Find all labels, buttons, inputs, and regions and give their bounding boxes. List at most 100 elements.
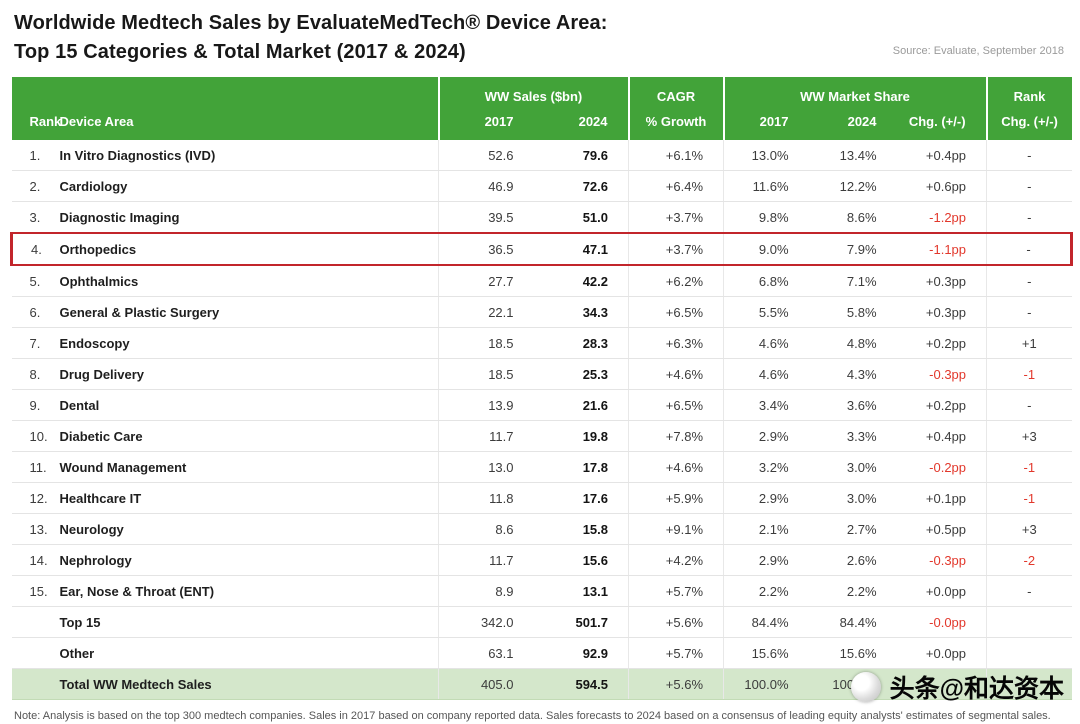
rank-cell	[11, 668, 60, 700]
market-share-2017-cell: 11.6%	[723, 170, 809, 202]
share-change-cell: -0.0pp	[896, 606, 987, 638]
market-share-2017-cell: 100.0%	[723, 668, 809, 700]
rank-change-cell: +1	[986, 327, 1072, 359]
device-row: 14. Nephrology 11.7 15.6 +4.2% 2.9% 2.6% -0.3pp…	[11, 544, 1072, 576]
ww-sales-2024-cell: 51.0	[533, 201, 629, 234]
market-share-2024-cell: 3.0%	[808, 482, 897, 514]
share-change-cell: +0.2pp	[896, 389, 987, 421]
cagr-cell: +5.7%	[628, 637, 724, 669]
rank-cell: 11.	[11, 451, 60, 483]
rank-change-cell	[986, 668, 1072, 700]
device-row: 10. Diabetic Care 11.7 19.8 +7.8% 2.9% 3.3% +0.…	[11, 420, 1072, 452]
device-row: 6. General & Plastic Surgery 22.1 34.3 +6.5%…	[11, 296, 1072, 328]
rank-cell: 10.	[11, 420, 60, 452]
col-header-share-chg: Chg. (+/-)	[896, 106, 987, 140]
ww-sales-2024-cell: 28.3	[533, 327, 629, 359]
market-share-2024-cell: 12.2%	[808, 170, 897, 202]
col-header-sales-2024: 2024	[533, 106, 629, 140]
market-share-2024-cell: 13.4%	[808, 140, 897, 171]
col-header-sales-2017: 2017	[437, 106, 534, 140]
ww-sales-2017-cell: 22.1	[438, 296, 534, 328]
rank-change-cell: -	[986, 296, 1072, 328]
ww-sales-2024-cell: 501.7	[533, 606, 629, 638]
market-share-2017-cell: 4.6%	[723, 358, 809, 390]
ww-sales-2017-cell: 11.8	[438, 482, 534, 514]
market-share-2017-cell: 15.6%	[723, 637, 809, 669]
summary-row: Total WW Medtech Sales 405.0 594.5 +5.6% 100…	[11, 668, 1072, 700]
ww-sales-2024-cell: 25.3	[533, 358, 629, 390]
market-share-2017-cell: 3.2%	[723, 451, 809, 483]
ww-sales-2024-cell: 21.6	[533, 389, 629, 421]
device-row: 4. Orthopedics 36.5 47.1 +3.7% 9.0% 7.9% -1.1pp…	[10, 232, 1074, 266]
ww-sales-2024-cell: 15.8	[533, 513, 629, 545]
rank-change-cell: -1	[986, 451, 1072, 483]
market-share-2017-cell: 2.2%	[723, 575, 809, 607]
cagr-cell: +5.6%	[628, 668, 724, 700]
col-header-rank: Rank	[11, 106, 61, 140]
device-area-cell: Top 15	[59, 606, 439, 638]
watermark: 头条@和达资本	[850, 669, 1064, 705]
rank-change-cell: -1	[986, 482, 1072, 514]
share-change-cell: +0.0pp	[896, 637, 987, 669]
market-share-2024-cell: 7.9%	[808, 232, 897, 266]
rank-change-cell: -	[986, 170, 1072, 202]
market-share-2017-cell: 2.9%	[723, 420, 809, 452]
share-change-cell: +0.3pp	[896, 265, 987, 297]
rank-change-cell: -	[986, 201, 1072, 234]
market-share-2024-cell: 15.6%	[808, 637, 897, 669]
rank-cell: 12.	[11, 482, 60, 514]
device-row: 5. Ophthalmics 27.7 42.2 +6.2% 6.8% 7.1% +0.3pp…	[11, 265, 1072, 297]
title-block: Worldwide Medtech Sales by EvaluateMedTe…	[0, 0, 1080, 67]
device-area-cell: Healthcare IT	[59, 482, 439, 514]
share-change-cell: +0.6pp	[896, 170, 987, 202]
device-area-cell: Neurology	[59, 513, 439, 545]
share-change-cell: -1.2pp	[896, 201, 987, 234]
market-share-2024-cell: 3.0%	[808, 451, 897, 483]
device-area-cell: Nephrology	[59, 544, 439, 576]
header-column-row: Rank Device Area 2017 2024 % Growth 2017…	[11, 106, 1072, 140]
device-row: 11. Wound Management 13.0 17.8 +4.6% 3.2% 3.0%…	[11, 451, 1072, 483]
cagr-cell: +5.6%	[628, 606, 724, 638]
market-share-2017-cell: 4.6%	[723, 327, 809, 359]
ww-sales-2017-cell: 8.6	[438, 513, 534, 545]
ww-sales-2017-cell: 46.9	[438, 170, 534, 202]
ww-sales-2024-cell: 92.9	[533, 637, 629, 669]
rank-cell	[11, 637, 60, 669]
col-header-share-2017: 2017	[722, 106, 809, 140]
toutiao-logo-icon	[850, 672, 881, 702]
rank-change-cell: -1	[986, 358, 1072, 390]
market-share-2024-cell: 8.6%	[808, 201, 897, 234]
ww-sales-2024-cell: 79.6	[533, 140, 629, 171]
rank-cell: 5.	[11, 265, 60, 297]
col-header-rank-chg: Chg. (+/-)	[985, 106, 1072, 140]
rank-change-cell: -	[986, 389, 1072, 421]
device-row: 7. Endoscopy 18.5 28.3 +6.3% 4.6% 4.8% +0.2pp +1	[11, 327, 1072, 359]
ww-sales-2024-cell: 42.2	[533, 265, 629, 297]
footnote: Note: Analysis is based on the top 300 m…	[14, 710, 1051, 722]
watermark-text: 头条@和达资本	[889, 675, 1064, 703]
device-area-cell: In Vitro Diagnostics (IVD)	[59, 140, 439, 171]
market-share-2024-cell: 2.7%	[808, 513, 897, 545]
col-header-device-area: Device Area	[59, 106, 439, 140]
share-change-cell: +0.4pp	[896, 140, 987, 171]
table-body: 1. In Vitro Diagnostics (IVD) 52.6 79.6 +6.1…	[10, 140, 1074, 700]
ww-sales-2024-cell: 594.5	[533, 668, 629, 700]
summary-row: Other 63.1 92.9 +5.7% 15.6% 15.6% +0.0pp	[11, 637, 1072, 669]
rank-change-cell: -2	[986, 544, 1072, 576]
ww-sales-2017-cell: 52.6	[438, 140, 534, 171]
device-row: 12. Healthcare IT 11.8 17.6 +5.9% 2.9% 3.0% +0.…	[11, 482, 1072, 514]
rank-cell	[11, 606, 60, 638]
rank-change-cell	[986, 637, 1072, 669]
market-share-2024-cell: 2.2%	[808, 575, 897, 607]
ww-sales-2024-cell: 17.6	[533, 482, 629, 514]
device-row: 1. In Vitro Diagnostics (IVD) 52.6 79.6 +6.1…	[11, 140, 1072, 171]
market-share-2017-cell: 2.1%	[723, 513, 809, 545]
device-row: 2. Cardiology 46.9 72.6 +6.4% 11.6% 12.2% +0.6p…	[11, 170, 1072, 202]
rank-cell: 2.	[11, 170, 60, 202]
share-change-cell: -0.3pp	[896, 544, 987, 576]
market-share-2024-cell: 5.8%	[808, 296, 897, 328]
rank-cell: 15.	[11, 575, 60, 607]
device-area-cell: Ear, Nose & Throat (ENT)	[59, 575, 439, 607]
ww-sales-2017-cell: 405.0	[438, 668, 534, 700]
device-row: 9. Dental 13.9 21.6 +6.5% 3.4% 3.6% +0.2pp -	[11, 389, 1072, 421]
